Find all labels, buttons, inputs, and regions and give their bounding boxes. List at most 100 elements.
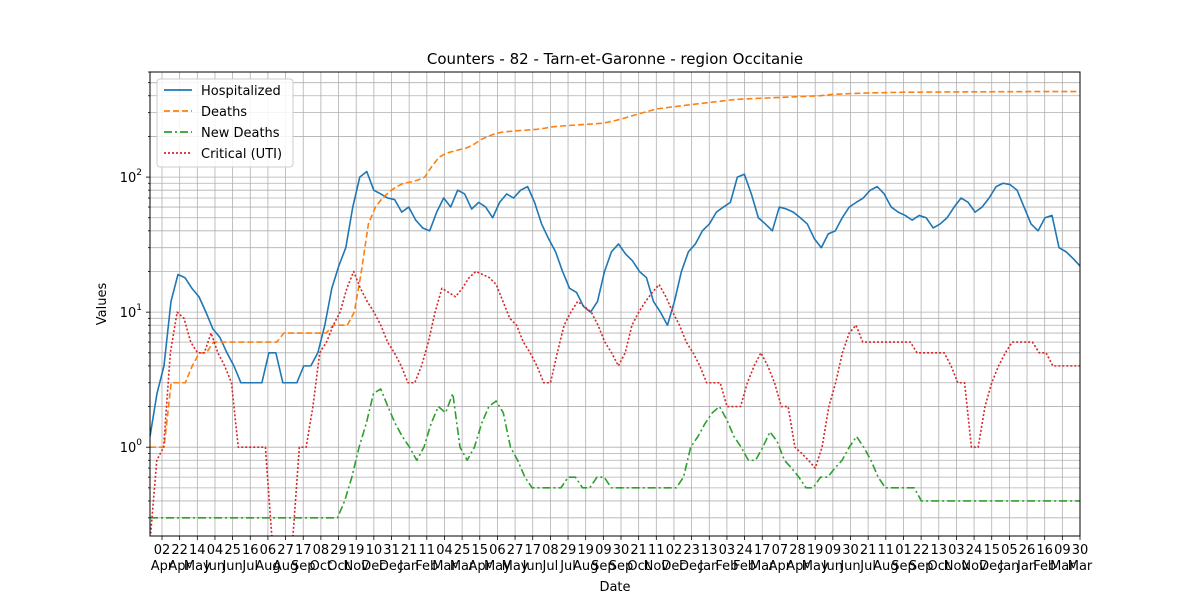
- x-tick-label-month: Jul: [559, 559, 576, 574]
- x-tick-label-month: Oct: [327, 559, 349, 574]
- x-tick-label-day: 04: [207, 543, 224, 558]
- x-tick-label-month: May: [502, 559, 529, 574]
- x-tick-label-month: Jun: [822, 559, 843, 574]
- x-tick-label-day: 23: [683, 543, 700, 558]
- x-tick-label-month: Feb: [415, 559, 438, 574]
- x-tick-label-month: Sep: [909, 559, 934, 574]
- x-tick-label-day: 19: [348, 543, 365, 558]
- x-tick-label-month: Dec: [979, 559, 1004, 574]
- x-tick-label-month: Jul: [241, 559, 258, 574]
- x-tick-label-month: Feb: [733, 559, 756, 574]
- x-tick-label-day: 22: [171, 543, 188, 558]
- x-tick-label-month: Apr: [769, 559, 792, 574]
- series-layer: [150, 90, 1080, 536]
- x-tick-label-month: Oct: [627, 559, 649, 574]
- x-tick-label-day: 03: [719, 543, 736, 558]
- x-tick-label-day: 13: [930, 543, 947, 558]
- chart-title: Counters - 82 - Tarn-et-Garonne - region…: [427, 50, 803, 68]
- x-tick-label-day: 07: [772, 543, 789, 558]
- legend-label: Critical (UTI): [201, 147, 282, 162]
- x-tick-label-month: Mar: [432, 559, 457, 574]
- x-tick-label-day: 30: [613, 543, 630, 558]
- x-tick-label-day: 21: [401, 543, 418, 558]
- x-tick-label-month: Dec: [379, 559, 404, 574]
- x-tick-label-day: 09: [825, 543, 842, 558]
- x-tick-label-month: Nov: [944, 559, 970, 574]
- x-tick-label-month: Sep: [591, 559, 616, 574]
- x-tick-label-day: 29: [330, 543, 347, 558]
- x-tick-label-day: 11: [648, 543, 665, 558]
- legend-box: [156, 78, 294, 168]
- x-tick-label-day: 09: [1054, 543, 1071, 558]
- x-tick-label-day: 28: [789, 543, 806, 558]
- x-tick-label-month: Aug: [573, 559, 598, 574]
- x-tick-label-day: 11: [878, 543, 895, 558]
- x-tick-label-month: Mar: [750, 559, 775, 574]
- x-tick-label-month: Nov: [644, 559, 670, 574]
- legend: Hospitalized Deaths New Deaths Critical (UT…: [156, 78, 294, 168]
- x-tick-label-month: Mar: [1068, 559, 1093, 574]
- x-tick-label-day: 16: [1036, 543, 1053, 558]
- x-tick-label-month: Apr: [168, 559, 191, 574]
- x-tick-label-month: Apr: [469, 559, 492, 574]
- x-tick-label-day: 02: [154, 543, 171, 558]
- x-tick-label-month: Feb: [715, 559, 738, 574]
- x-tick-label-month: Oct: [310, 559, 332, 574]
- y-axis-label: Values: [95, 283, 110, 326]
- x-tick-label-day: 17: [524, 543, 541, 558]
- x-tick-label-day: 26: [1019, 543, 1036, 558]
- legend-label: Deaths: [201, 105, 247, 120]
- y-tick-label: 102: [120, 168, 142, 186]
- x-tick-label-day: 19: [807, 543, 824, 558]
- x-tick-label-month: Sep: [891, 559, 916, 574]
- x-tick-label-day: 21: [630, 543, 647, 558]
- x-tick-label-day: 06: [260, 543, 277, 558]
- legend-label: New Deaths: [201, 126, 280, 141]
- x-tick-label-month: May: [802, 559, 829, 574]
- x-tick-label-day: 01: [895, 543, 912, 558]
- x-tick-label-day: 15: [471, 543, 488, 558]
- x-tick-label-day: 25: [454, 543, 471, 558]
- x-tick-label-month: Sep: [291, 559, 316, 574]
- x-tick-label-day: 24: [966, 543, 983, 558]
- x-tick-label-month: Dec: [679, 559, 704, 574]
- x-tick-label-month: Nov: [961, 559, 987, 574]
- x-tick-label-day: 13: [701, 543, 718, 558]
- x-tick-label-day: 11: [419, 543, 436, 558]
- x-tick-label-month: Apr: [151, 559, 174, 574]
- x-tick-label-day: 24: [736, 543, 753, 558]
- series-line-critical-uti: [150, 270, 1080, 536]
- y-tick-label: 101: [120, 303, 142, 321]
- x-tick-label-day: 30: [842, 543, 859, 558]
- y-axis-ticks: 100 101 102: [120, 71, 150, 519]
- legend-items: Hospitalized Deaths New Deaths Critical (UT…: [164, 84, 282, 162]
- x-tick-label-day: 30: [1072, 543, 1089, 558]
- x-tick-label-month: Jul: [542, 559, 559, 574]
- x-tick-label-month: Jun: [204, 559, 225, 574]
- x-tick-label-day: 31: [383, 543, 400, 558]
- x-tick-label-month: Apr: [786, 559, 809, 574]
- x-tick-label-month: May: [184, 559, 211, 574]
- x-tick-label-month: Dec: [361, 559, 386, 574]
- x-tick-label-day: 27: [277, 543, 294, 558]
- x-tick-label-month: Jun: [839, 559, 860, 574]
- series-line-hospitalized: [150, 170, 1080, 437]
- x-tick-label-day: 16: [242, 543, 259, 558]
- y-tick-label: 100: [120, 438, 143, 456]
- x-tick-label-day: 17: [295, 543, 312, 558]
- x-tick-label-day: 14: [189, 543, 206, 558]
- x-tick-label-month: Jun: [522, 559, 543, 574]
- x-tick-label-day: 10: [366, 543, 383, 558]
- x-tick-label-day: 09: [595, 543, 612, 558]
- x-tick-label-month: Jul: [859, 559, 876, 574]
- x-tick-label-month: Aug: [873, 559, 898, 574]
- x-tick-label-day: 27: [507, 543, 524, 558]
- x-axis-label: Date: [599, 580, 630, 595]
- x-tick-label-month: Dec: [661, 559, 686, 574]
- x-tick-label-month: Nov: [344, 559, 370, 574]
- x-tick-label-month: Feb: [1033, 559, 1056, 574]
- x-tick-label-day: 22: [913, 543, 930, 558]
- x-tick-label-month: Jan: [698, 559, 719, 574]
- series-line-new-deaths: [150, 388, 1080, 519]
